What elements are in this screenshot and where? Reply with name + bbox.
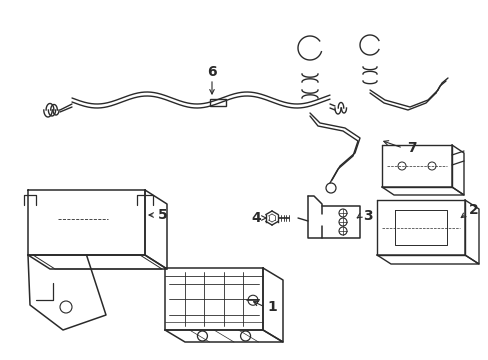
- Text: 4: 4: [251, 211, 260, 225]
- Text: 5: 5: [158, 208, 167, 222]
- Bar: [209, 99, 225, 106]
- Text: 2: 2: [468, 203, 478, 217]
- Text: 3: 3: [363, 209, 372, 223]
- Text: 1: 1: [266, 300, 276, 314]
- Text: 7: 7: [407, 141, 416, 155]
- Text: 6: 6: [207, 65, 216, 79]
